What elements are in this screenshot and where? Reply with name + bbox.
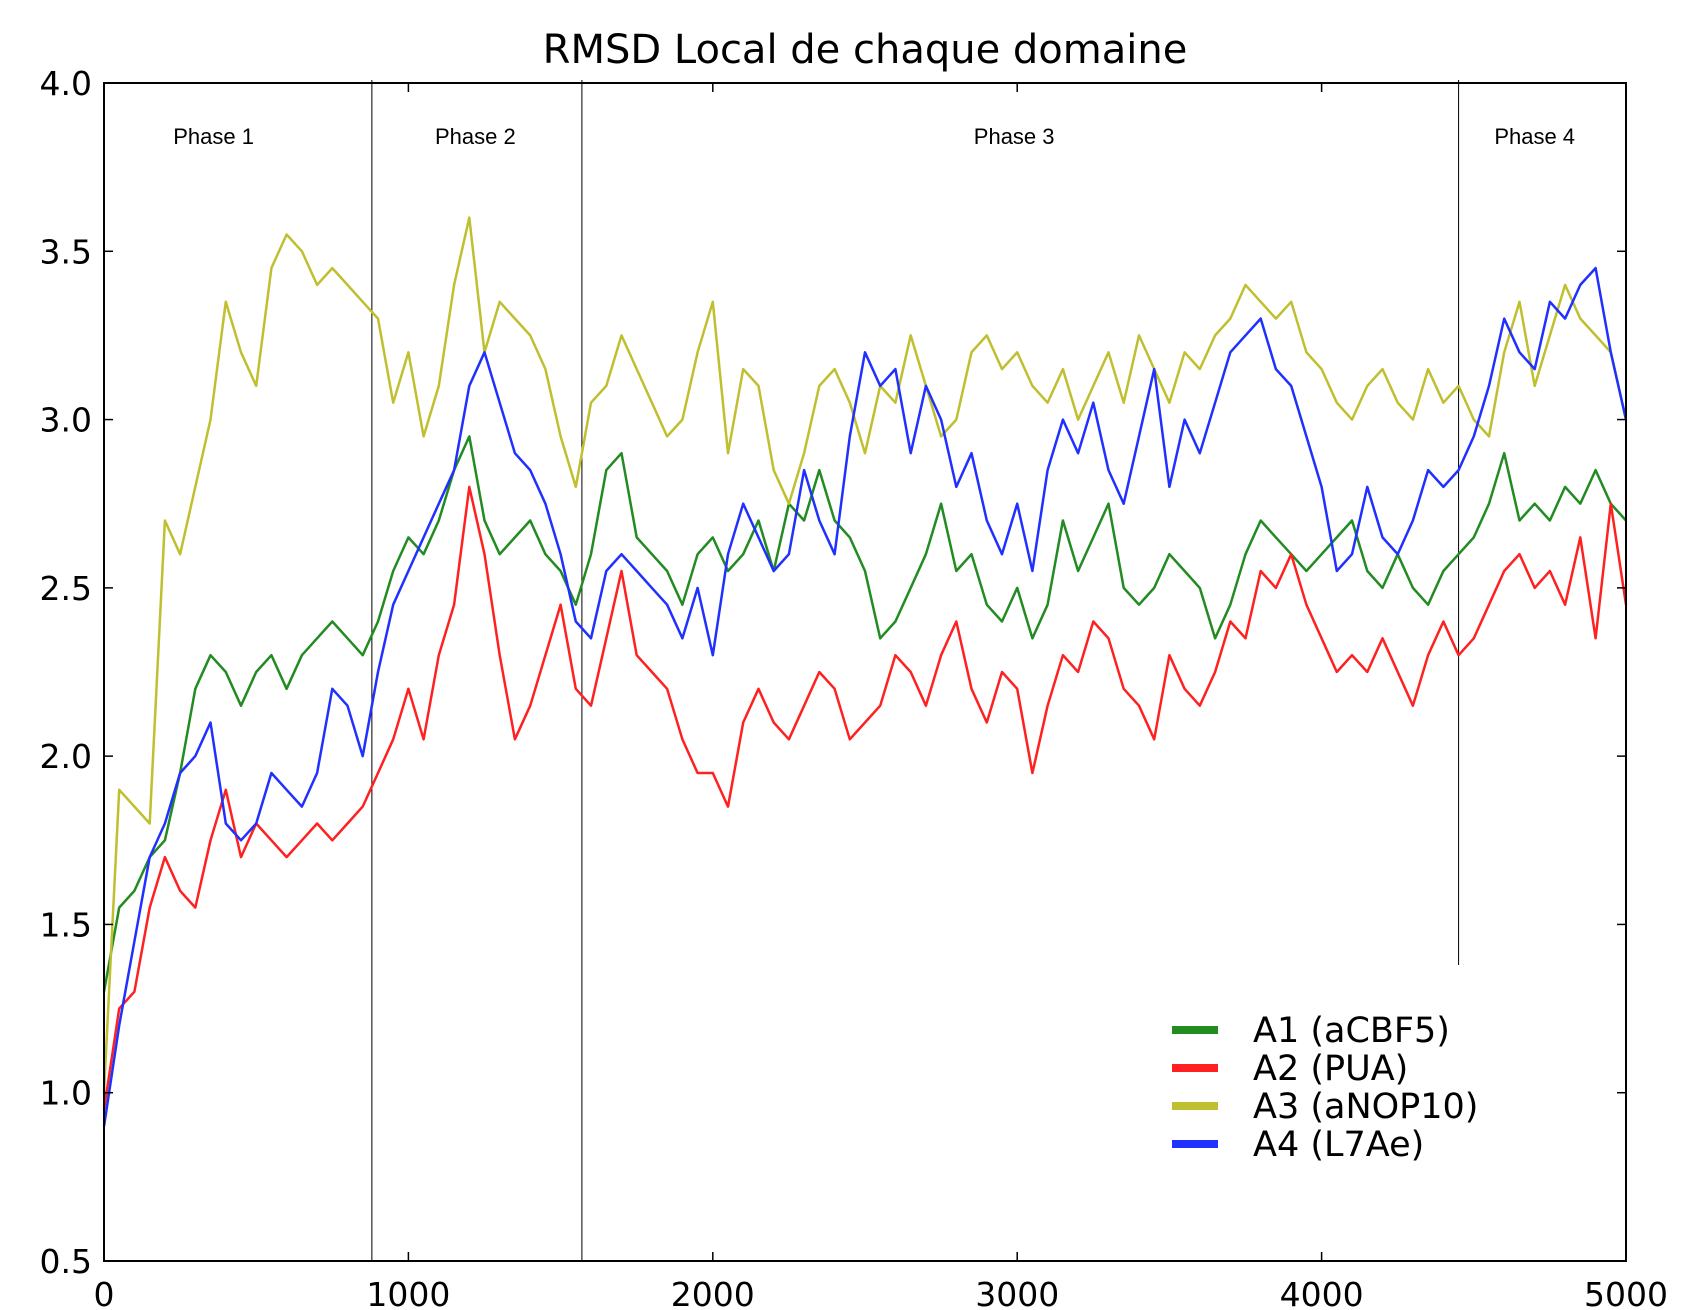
phase-label: Phase 4 (1494, 124, 1575, 149)
y-tick-label: 2.0 (40, 737, 92, 776)
x-tick-label: 3000 (975, 1275, 1059, 1310)
y-tick-label: 1.0 (40, 1074, 92, 1113)
chart-title: RMSD Local de chaque domaine (543, 27, 1188, 73)
phase-labels: Phase 1 Phase 2 Phase 3 Phase 4 (173, 124, 1575, 149)
x-tick-label: 4000 (1280, 1275, 1364, 1310)
series-line (102, 485, 1628, 1110)
phase-boundaries (371, 80, 1460, 1261)
x-tick-label: 0 (94, 1275, 115, 1310)
y-tick-label: 2.5 (40, 569, 92, 608)
phase-label: Phase 1 (173, 124, 254, 149)
legend-label: A2 (PUA) (1253, 1049, 1408, 1089)
series-line (102, 266, 1628, 1127)
phase-label: Phase 3 (974, 124, 1055, 149)
x-tick-label: 5000 (1584, 1275, 1668, 1310)
series-line (102, 216, 1628, 1093)
legend-label: A1 (aCBF5) (1253, 1011, 1450, 1051)
y-tick-label: 1.5 (40, 905, 92, 944)
legend: A1 (aCBF5)A2 (PUA)A3 (aNOP10)A4 (L7Ae) (1172, 1011, 1478, 1165)
series-lines (102, 216, 1628, 1127)
series-line (102, 435, 1627, 992)
y-tick-label: 0.5 (40, 1242, 92, 1281)
y-tick-label: 3.5 (40, 232, 92, 271)
y-tick-label: 4.0 (40, 64, 92, 103)
y-tick-label: 3.0 (40, 401, 92, 440)
plot-area-frame (103, 82, 1627, 1262)
legend-label: A3 (aNOP10) (1253, 1087, 1478, 1127)
x-axis: 0 1000 2000 3000 4000 5000 (94, 83, 1668, 1310)
phase-label: Phase 2 (435, 124, 516, 149)
legend-label: A4 (L7Ae) (1253, 1125, 1424, 1165)
x-tick-label: 1000 (366, 1275, 450, 1310)
x-tick-label: 2000 (671, 1275, 755, 1310)
y-axis: 0.5 1.0 1.5 2.0 2.5 3.0 3.5 4.0 (40, 64, 1626, 1281)
